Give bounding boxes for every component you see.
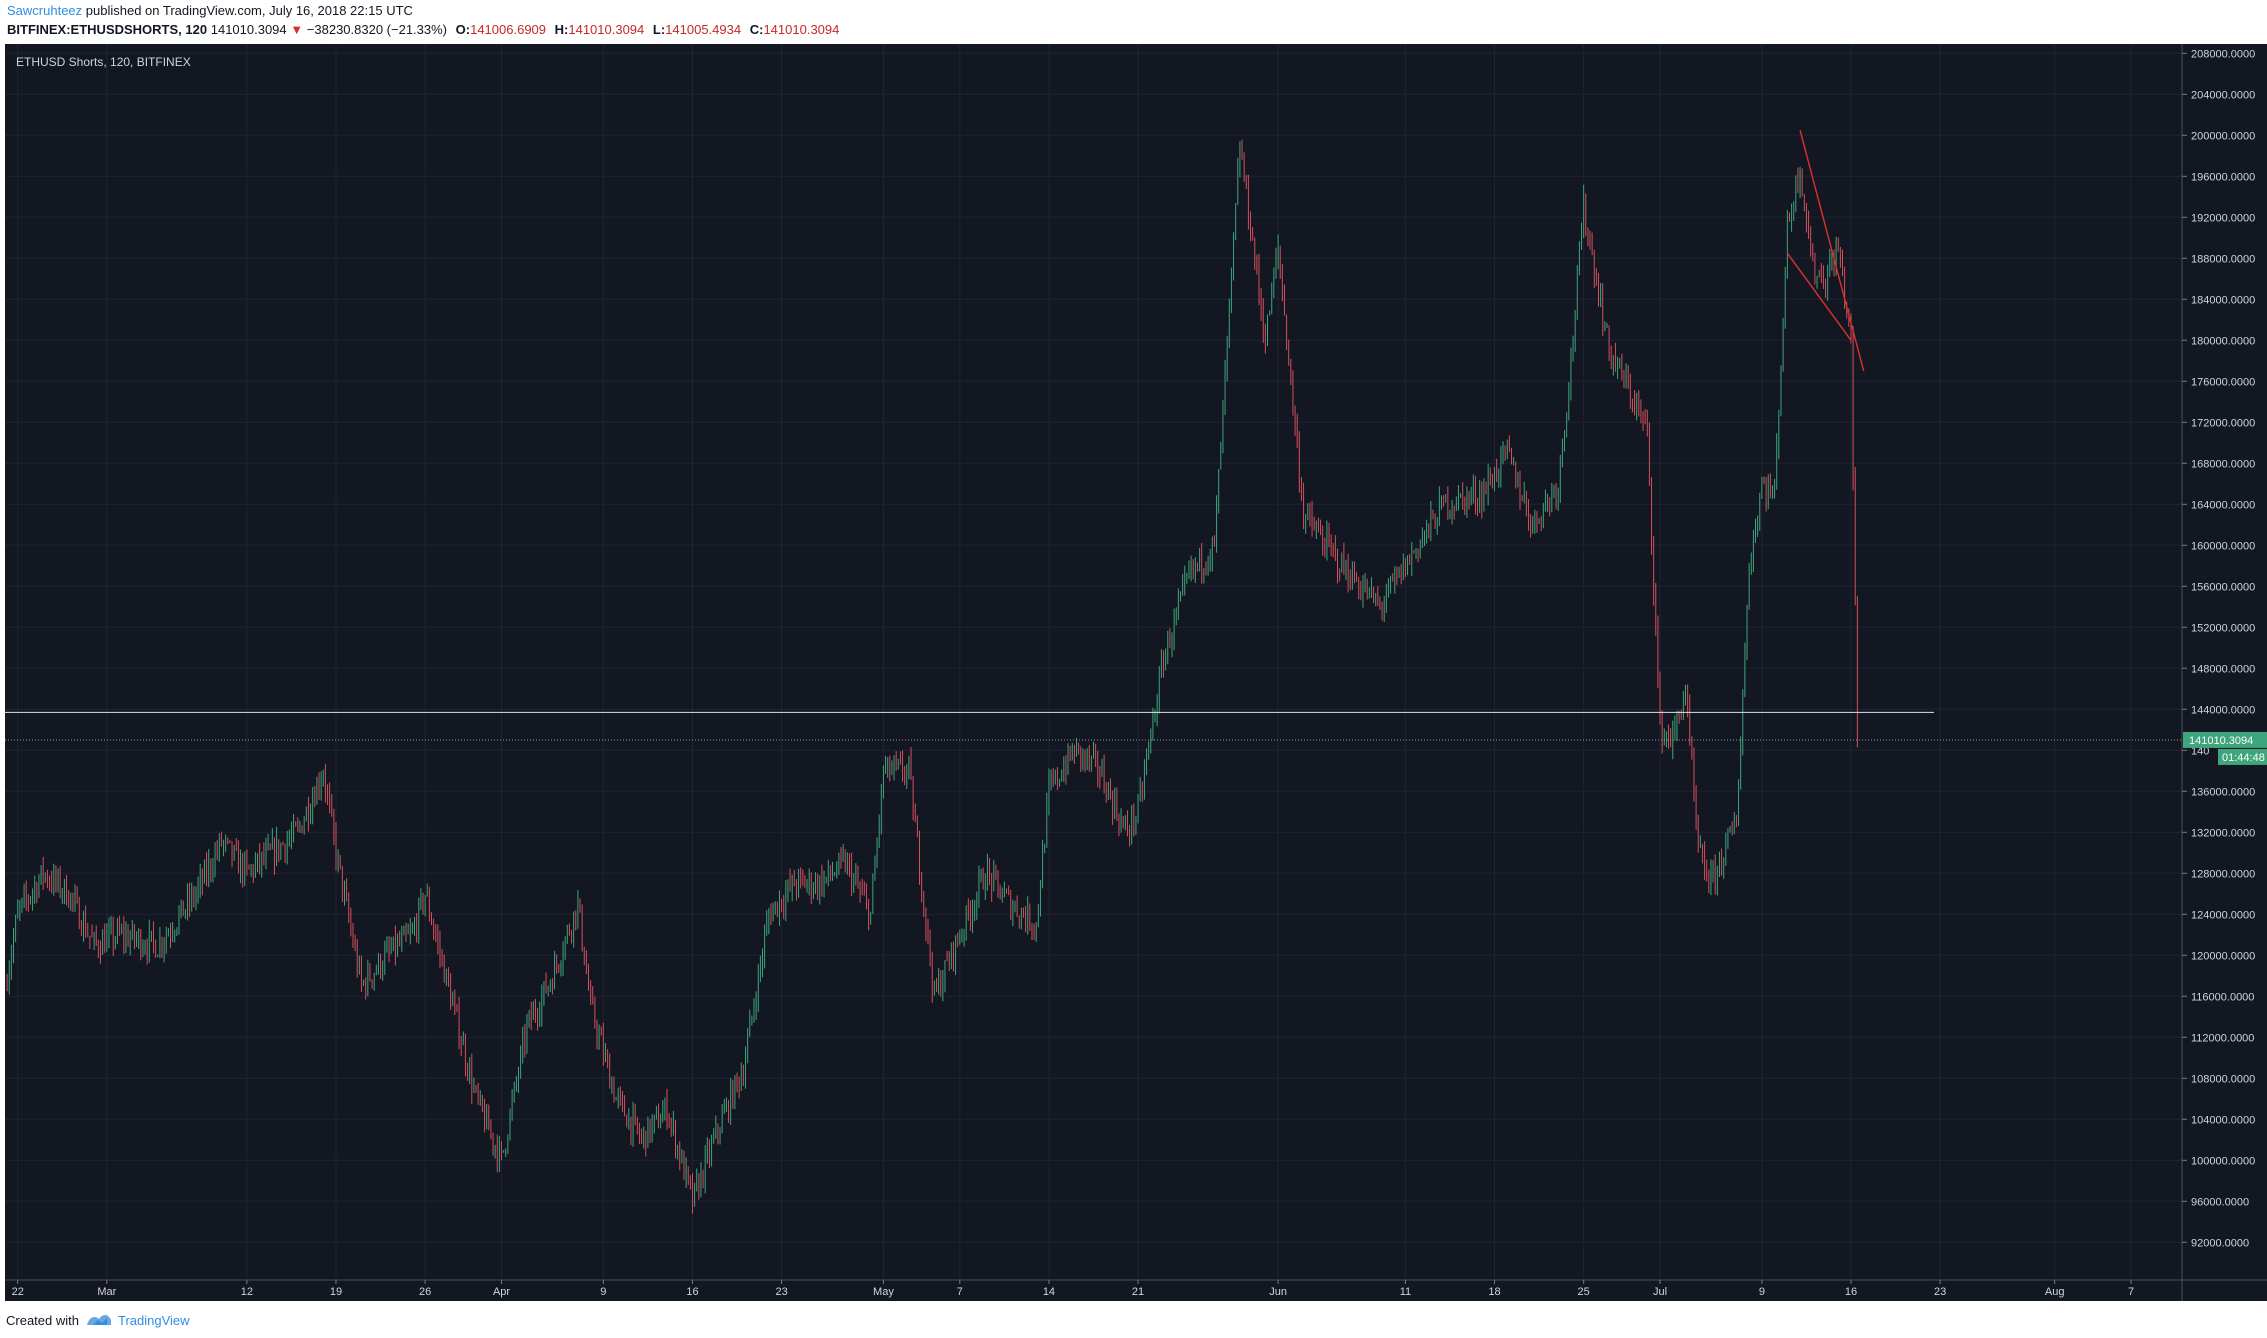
time-scale[interactable]: 22 Mar 12 19 26 Apr 9 16 23 May 7 14 21 Jun 11 18 25 Jul 9… xyxy=(5,1279,2267,1298)
price-tick-label: 184000.0000 xyxy=(2191,294,2255,306)
tradingview-logo-icon xyxy=(87,1315,111,1325)
time-tick-label: 21 xyxy=(1132,1286,1144,1298)
close-value: 141010.3094 xyxy=(763,22,840,37)
price-tick-label: 176000.0000 xyxy=(2191,376,2255,388)
price-change: −38230.8320 (−21.33%) xyxy=(306,22,448,37)
low-label: L: xyxy=(652,22,666,37)
time-tick-label: 7 xyxy=(2128,1286,2134,1298)
price-scale[interactable]: 208000.0000 204000.0000 200000.0000 196000.… xyxy=(2181,44,2255,1301)
price-tick-label: 140 xyxy=(2191,745,2209,757)
price-tick-label: 208000.0000 xyxy=(2191,48,2255,60)
time-tick-label: Mar xyxy=(97,1286,116,1298)
chart-legend-title: ETHUSD Shorts, 120, BITFINEX xyxy=(16,55,191,69)
time-tick-label: 9 xyxy=(1759,1286,1765,1298)
price-tick-label: 124000.0000 xyxy=(2191,909,2255,921)
publish-info: Sawcruhteez published on TradingView.com… xyxy=(7,3,413,18)
time-tick-label: 9 xyxy=(600,1286,606,1298)
time-tick-label: 18 xyxy=(1488,1286,1500,1298)
price-tick-label: 148000.0000 xyxy=(2191,663,2255,675)
close-label: C: xyxy=(749,22,764,37)
countdown-label: 01:44:48 xyxy=(2222,752,2265,764)
time-tick-label: 16 xyxy=(686,1286,698,1298)
high-value: 141010.3094 xyxy=(568,22,645,37)
candlestick-series xyxy=(6,139,1858,1214)
price-tick-label: 188000.0000 xyxy=(2191,253,2255,265)
time-tick-label: Jun xyxy=(1269,1286,1287,1298)
price-tick-label: 192000.0000 xyxy=(2191,212,2255,224)
time-tick-label: 22 xyxy=(12,1286,24,1298)
time-tick-label: 19 xyxy=(330,1286,342,1298)
price-tick-label: 204000.0000 xyxy=(2191,89,2255,101)
price-tick-label: 180000.0000 xyxy=(2191,335,2255,347)
wedge-trend-line[interactable] xyxy=(1786,252,1852,341)
time-tick-label: Jul xyxy=(1653,1286,1667,1298)
price-tick-label: 168000.0000 xyxy=(2191,458,2255,470)
chart-pane[interactable] xyxy=(5,44,2267,1301)
created-with-text: Created with xyxy=(6,1313,79,1328)
price-tick-label: 100000.0000 xyxy=(2191,1155,2255,1167)
price-tick-label: 196000.0000 xyxy=(2191,171,2255,183)
price-tick-label: 152000.0000 xyxy=(2191,622,2255,634)
last-price: 141010.3094 xyxy=(210,22,287,37)
price-tick-label: 156000.0000 xyxy=(2191,581,2255,593)
time-tick-label: May xyxy=(873,1286,894,1298)
symbol-info: BITFINEX:ETHUSDSHORTS, 120 141010.3094 ▼… xyxy=(7,22,840,37)
time-tick-label: 26 xyxy=(419,1286,431,1298)
time-tick-label: 7 xyxy=(957,1286,963,1298)
time-tick-label: 16 xyxy=(1845,1286,1857,1298)
price-tick-label: 200000.0000 xyxy=(2191,130,2255,142)
open-label: O: xyxy=(455,22,471,37)
time-tick-label: 23 xyxy=(775,1286,787,1298)
price-tick-label: 136000.0000 xyxy=(2191,786,2255,798)
down-arrow-icon: ▼ xyxy=(290,22,304,37)
price-tick-label: 164000.0000 xyxy=(2191,499,2255,511)
price-tick-label: 92000.0000 xyxy=(2191,1237,2249,1249)
price-tick-label: 132000.0000 xyxy=(2191,827,2255,839)
price-tick-label: 108000.0000 xyxy=(2191,1073,2255,1085)
countdown-badge xyxy=(2218,748,2267,765)
time-tick-label: 23 xyxy=(1934,1286,1946,1298)
falling-wedge-drawing[interactable] xyxy=(1786,129,1865,372)
publish-header: Sawcruhteez published on TradingView.com… xyxy=(0,0,2267,44)
symbol-name: BITFINEX:ETHUSDSHORTS xyxy=(7,22,179,37)
open-value: 141006.6909 xyxy=(470,22,547,37)
wedge-trend-line[interactable] xyxy=(1799,129,1865,372)
price-tick-label: 144000.0000 xyxy=(2191,704,2255,716)
time-tick-label: 12 xyxy=(241,1286,253,1298)
author-link[interactable]: Sawcruhteez xyxy=(7,3,83,18)
price-tick-label: 116000.0000 xyxy=(2191,991,2254,1003)
time-tick-label: 25 xyxy=(1578,1286,1590,1298)
time-tick-label: Aug xyxy=(2045,1286,2065,1298)
price-tick-label: 160000.0000 xyxy=(2191,540,2255,552)
price-tick-label: 104000.0000 xyxy=(2191,1114,2255,1126)
price-tick-label: 112000.0000 xyxy=(2191,1032,2254,1044)
time-tick-label: 14 xyxy=(1043,1286,1055,1298)
tradingview-link[interactable]: TradingView xyxy=(118,1313,190,1328)
time-tick-label: Apr xyxy=(493,1286,510,1298)
price-tick-label: 128000.0000 xyxy=(2191,868,2255,880)
price-tick-label: 120000.0000 xyxy=(2191,950,2255,962)
footer: Created with TradingView xyxy=(0,1301,2267,1338)
low-value: 141005.4934 xyxy=(665,22,742,37)
price-tick-label: 172000.0000 xyxy=(2191,417,2255,429)
published-text: published on TradingView.com, July 16, 2… xyxy=(85,3,413,18)
last-price-badge xyxy=(2183,731,2267,748)
high-label: H: xyxy=(554,22,569,37)
symbol-interval: 120 xyxy=(185,22,208,37)
grid-lines xyxy=(5,44,2182,1280)
time-tick-label: 11 xyxy=(1400,1286,1411,1298)
price-tick-label: 96000.0000 xyxy=(2191,1196,2249,1208)
last-price-badge-label: 141010.3094 xyxy=(2189,735,2253,747)
